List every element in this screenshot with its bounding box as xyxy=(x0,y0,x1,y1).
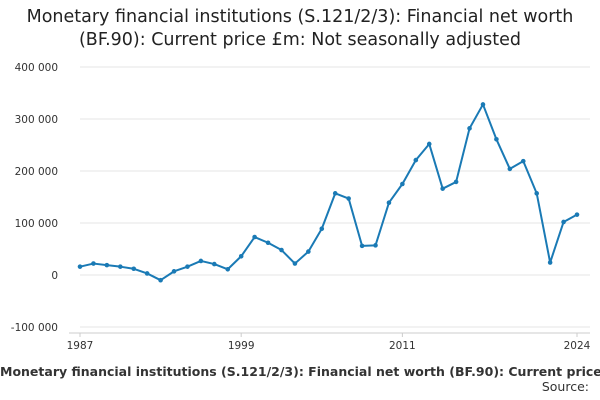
data-point[interactable] xyxy=(467,126,472,131)
data-point[interactable] xyxy=(77,264,83,269)
y-axis-labels: -100 000 0 100 000 200 000 300 000 400 000 xyxy=(11,62,58,334)
data-point[interactable] xyxy=(131,266,137,272)
data-point[interactable] xyxy=(426,141,432,147)
series-layer xyxy=(77,102,580,283)
x-tick-label: 1987 xyxy=(67,340,94,352)
y-tick-label: 400 000 xyxy=(15,62,58,74)
data-point[interactable] xyxy=(252,234,257,240)
data-point[interactable] xyxy=(386,200,392,206)
data-point[interactable] xyxy=(292,261,298,266)
data-point[interactable] xyxy=(440,186,445,191)
y-tick-label: 300 000 xyxy=(15,114,58,126)
data-point[interactable] xyxy=(91,261,96,266)
chart-title: Monetary financial institutions (S.121/2… xyxy=(26,7,574,50)
data-point[interactable] xyxy=(359,243,365,249)
data-point[interactable] xyxy=(212,261,217,267)
data-point[interactable] xyxy=(279,247,284,253)
y-tick-label: 100 000 xyxy=(15,218,58,230)
data-point[interactable] xyxy=(413,157,419,163)
data-point[interactable] xyxy=(104,262,110,268)
data-point[interactable] xyxy=(346,196,351,201)
data-point[interactable] xyxy=(319,226,325,232)
data-point[interactable] xyxy=(185,264,190,269)
x-tick-label: 2024 xyxy=(564,340,591,352)
data-point[interactable] xyxy=(480,102,486,107)
x-axis-labels: 1987 1999 2011 2024 xyxy=(67,333,591,352)
source-label: Source: xyxy=(541,379,589,394)
data-point[interactable] xyxy=(238,253,244,259)
data-point[interactable] xyxy=(373,243,378,248)
x-axis-title: Monetary financial institutions (S.121/2… xyxy=(0,364,600,379)
data-point[interactable] xyxy=(144,271,150,276)
data-point[interactable] xyxy=(265,240,271,246)
data-point[interactable] xyxy=(453,179,459,185)
data-point[interactable] xyxy=(574,212,580,217)
data-point[interactable] xyxy=(117,264,123,269)
data-point[interactable] xyxy=(158,277,163,283)
data-point[interactable] xyxy=(534,191,540,196)
y-tick-label: 0 xyxy=(51,270,58,282)
data-point[interactable] xyxy=(306,249,311,254)
data-point[interactable] xyxy=(547,260,553,265)
data-point[interactable] xyxy=(332,191,338,196)
x-tick-label: 2011 xyxy=(389,340,416,352)
data-point[interactable] xyxy=(494,136,499,142)
y-tick-label: -100 000 xyxy=(11,322,58,334)
data-point[interactable] xyxy=(198,258,204,264)
data-point[interactable] xyxy=(507,166,513,172)
data-point[interactable] xyxy=(225,266,231,272)
series-line xyxy=(79,103,578,282)
data-point[interactable] xyxy=(520,158,526,164)
y-tick-label: 200 000 xyxy=(15,166,58,178)
data-point[interactable] xyxy=(561,219,566,225)
x-tick-label: 1999 xyxy=(228,340,255,352)
data-point[interactable] xyxy=(400,181,405,187)
data-point[interactable] xyxy=(171,269,177,274)
gridlines xyxy=(80,66,590,328)
